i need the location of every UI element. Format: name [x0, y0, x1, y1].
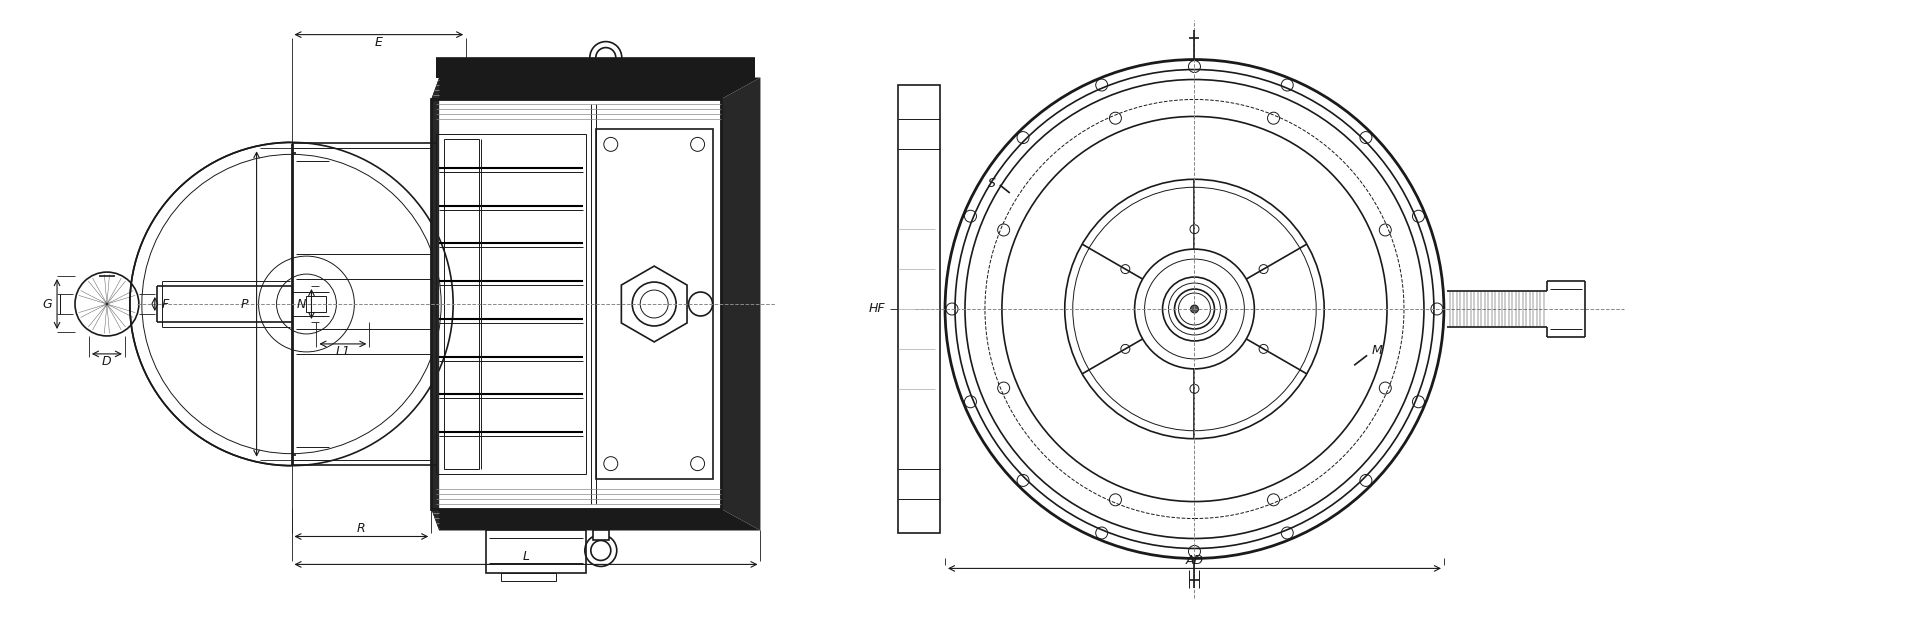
- Text: D: D: [102, 355, 111, 368]
- Bar: [899, 85, 941, 534]
- Bar: [432, 99, 720, 508]
- Polygon shape: [720, 78, 760, 531]
- Text: L1: L1: [336, 346, 349, 358]
- Text: T: T: [445, 83, 453, 96]
- Bar: [597, 67, 614, 78]
- Polygon shape: [436, 57, 755, 78]
- Bar: [307, 296, 326, 312]
- Bar: [486, 531, 586, 573]
- Text: HF: HF: [868, 302, 885, 315]
- Text: L: L: [522, 550, 530, 563]
- Bar: [593, 531, 609, 540]
- Text: P: P: [240, 297, 248, 310]
- Polygon shape: [432, 508, 760, 531]
- Text: N: N: [298, 297, 305, 310]
- Circle shape: [1190, 305, 1198, 313]
- Text: AD: AD: [1185, 554, 1204, 567]
- Text: E: E: [374, 36, 382, 49]
- Text: M: M: [1371, 344, 1382, 357]
- Text: G: G: [42, 297, 52, 310]
- Bar: [436, 135, 586, 474]
- Bar: [595, 130, 712, 479]
- Text: S: S: [989, 176, 996, 189]
- Bar: [501, 573, 557, 581]
- Bar: [444, 139, 480, 469]
- Polygon shape: [432, 78, 760, 99]
- Polygon shape: [432, 78, 440, 531]
- Text: F: F: [161, 297, 169, 310]
- Text: R: R: [357, 522, 365, 535]
